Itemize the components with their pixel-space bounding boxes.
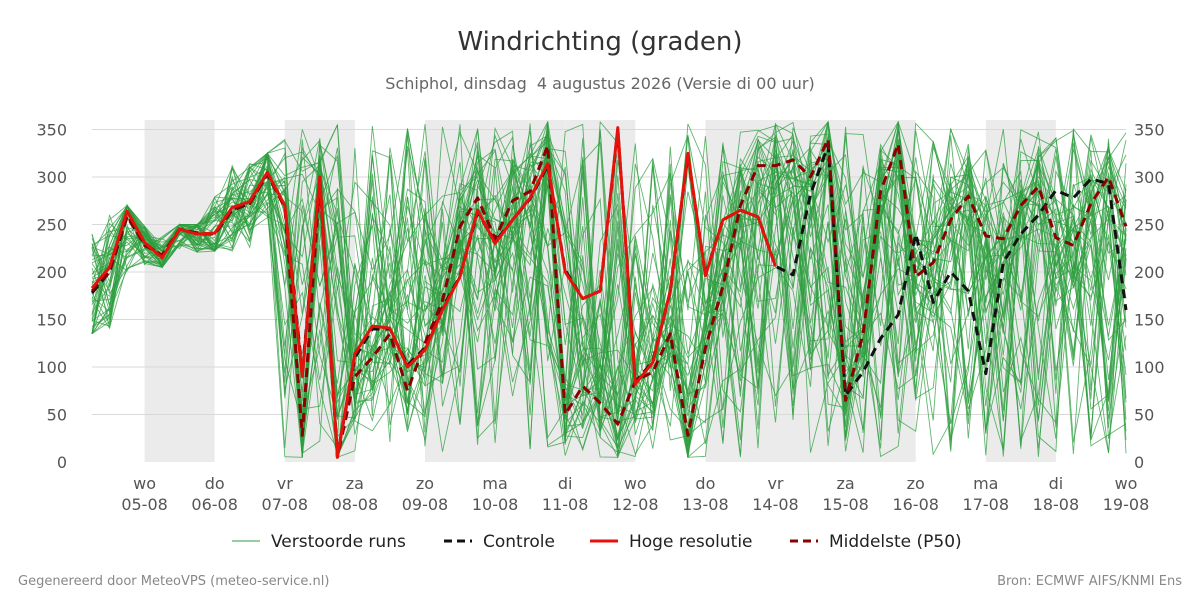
- chart-title: Windrichting (graden): [457, 27, 742, 57]
- y-tick-label-right: 300: [1134, 168, 1165, 187]
- y-tick-label-right: 0: [1134, 453, 1144, 472]
- main-series-lines: [90, 126, 1128, 459]
- high-resolution-line: [90, 126, 777, 459]
- ensemble-member-line: [91, 133, 1127, 458]
- y-tick-label: 100: [36, 358, 67, 377]
- x-tick-date: 11-08: [542, 495, 589, 514]
- y-tick-label-right: 250: [1134, 216, 1165, 235]
- ensemble-member-line: [91, 121, 1127, 447]
- y-tick-label: 150: [36, 311, 67, 330]
- x-tick-date: 16-08: [892, 495, 939, 514]
- x-tick-day: ma: [482, 474, 507, 493]
- footer-generated-by: Gegenereerd door MeteoVPS (meteo-service…: [18, 574, 329, 589]
- x-tick-day: wo: [624, 474, 647, 493]
- legend: Verstoorde runs Controle Hoge resolutie …: [232, 532, 962, 552]
- x-tick-day: wo: [1115, 474, 1138, 493]
- x-tick-date: 10-08: [472, 495, 519, 514]
- x-tick-date: 08-08: [332, 495, 379, 514]
- x-tick-day: za: [836, 474, 854, 493]
- ensemble-member-line: [91, 126, 1127, 455]
- x-tick-day: di: [558, 474, 573, 493]
- chart-subtitle: Schiphol, dinsdag 4 augustus 2026 (Versi…: [385, 74, 814, 93]
- x-tick-date: 18-08: [1033, 495, 1080, 514]
- x-tick-date: 19-08: [1103, 495, 1150, 514]
- shaded-day-band: [144, 120, 215, 462]
- x-tick-day: zo: [416, 474, 434, 493]
- y-tick-label: 0: [57, 453, 67, 472]
- x-tick-date: 05-08: [121, 495, 168, 514]
- x-tick-day: vr: [767, 474, 783, 493]
- median-p50-line: [90, 137, 1128, 459]
- y-tick-label-right: 50: [1134, 406, 1154, 425]
- x-tick-day: do: [695, 474, 715, 493]
- ensemble-member-line: [91, 124, 1127, 458]
- x-tick-date: 17-08: [963, 495, 1010, 514]
- y-tick-label: 50: [47, 406, 67, 425]
- x-tick-date: 14-08: [752, 495, 799, 514]
- x-tick-day: do: [205, 474, 225, 493]
- x-tick-date: 15-08: [822, 495, 869, 514]
- x-tick-date: 13-08: [682, 495, 729, 514]
- axis-labels: 0 0 50 50 100 100 150 150 200 200 250 250 300 300 350 3…: [36, 121, 1164, 515]
- x-tick-day: vr: [277, 474, 293, 493]
- legend-highres-label: Hoge resolutie: [629, 532, 753, 552]
- ensemble-member-line: [91, 121, 1127, 458]
- legend-ensemble-label: Verstoorde runs: [271, 532, 406, 552]
- x-tick-day: di: [1049, 474, 1064, 493]
- x-tick-date: 12-08: [612, 495, 659, 514]
- x-tick-day: ma: [973, 474, 998, 493]
- y-tick-label: 250: [36, 216, 67, 235]
- y-tick-label: 350: [36, 121, 67, 140]
- x-tick-day: wo: [133, 474, 156, 493]
- y-tick-label-right: 200: [1134, 263, 1165, 282]
- y-tick-label-right: 350: [1134, 121, 1165, 140]
- legend-median-label: Middelste (P50): [829, 532, 962, 552]
- x-tick-day: zo: [907, 474, 925, 493]
- ensemble-member-line: [91, 120, 1127, 447]
- x-tick-date: 09-08: [402, 495, 449, 514]
- y-tick-label-right: 150: [1134, 311, 1165, 330]
- ensemble-member-line: [91, 126, 1127, 441]
- x-tick-date: 07-08: [262, 495, 309, 514]
- footer-source: Bron: ECMWF AIFS/KNMI Ens: [997, 574, 1182, 589]
- control-line: [90, 128, 1128, 458]
- ensemble-member-line: [91, 121, 1127, 458]
- ensemble-member-line: [91, 121, 1127, 437]
- x-tick-date: 06-08: [191, 495, 238, 514]
- legend-control-label: Controle: [483, 532, 555, 552]
- x-tick-day: za: [346, 474, 364, 493]
- y-tick-label: 300: [36, 168, 67, 187]
- y-tick-label-right: 100: [1134, 358, 1165, 377]
- ensemble-member-line: [91, 126, 1127, 427]
- y-tick-label: 200: [36, 263, 67, 282]
